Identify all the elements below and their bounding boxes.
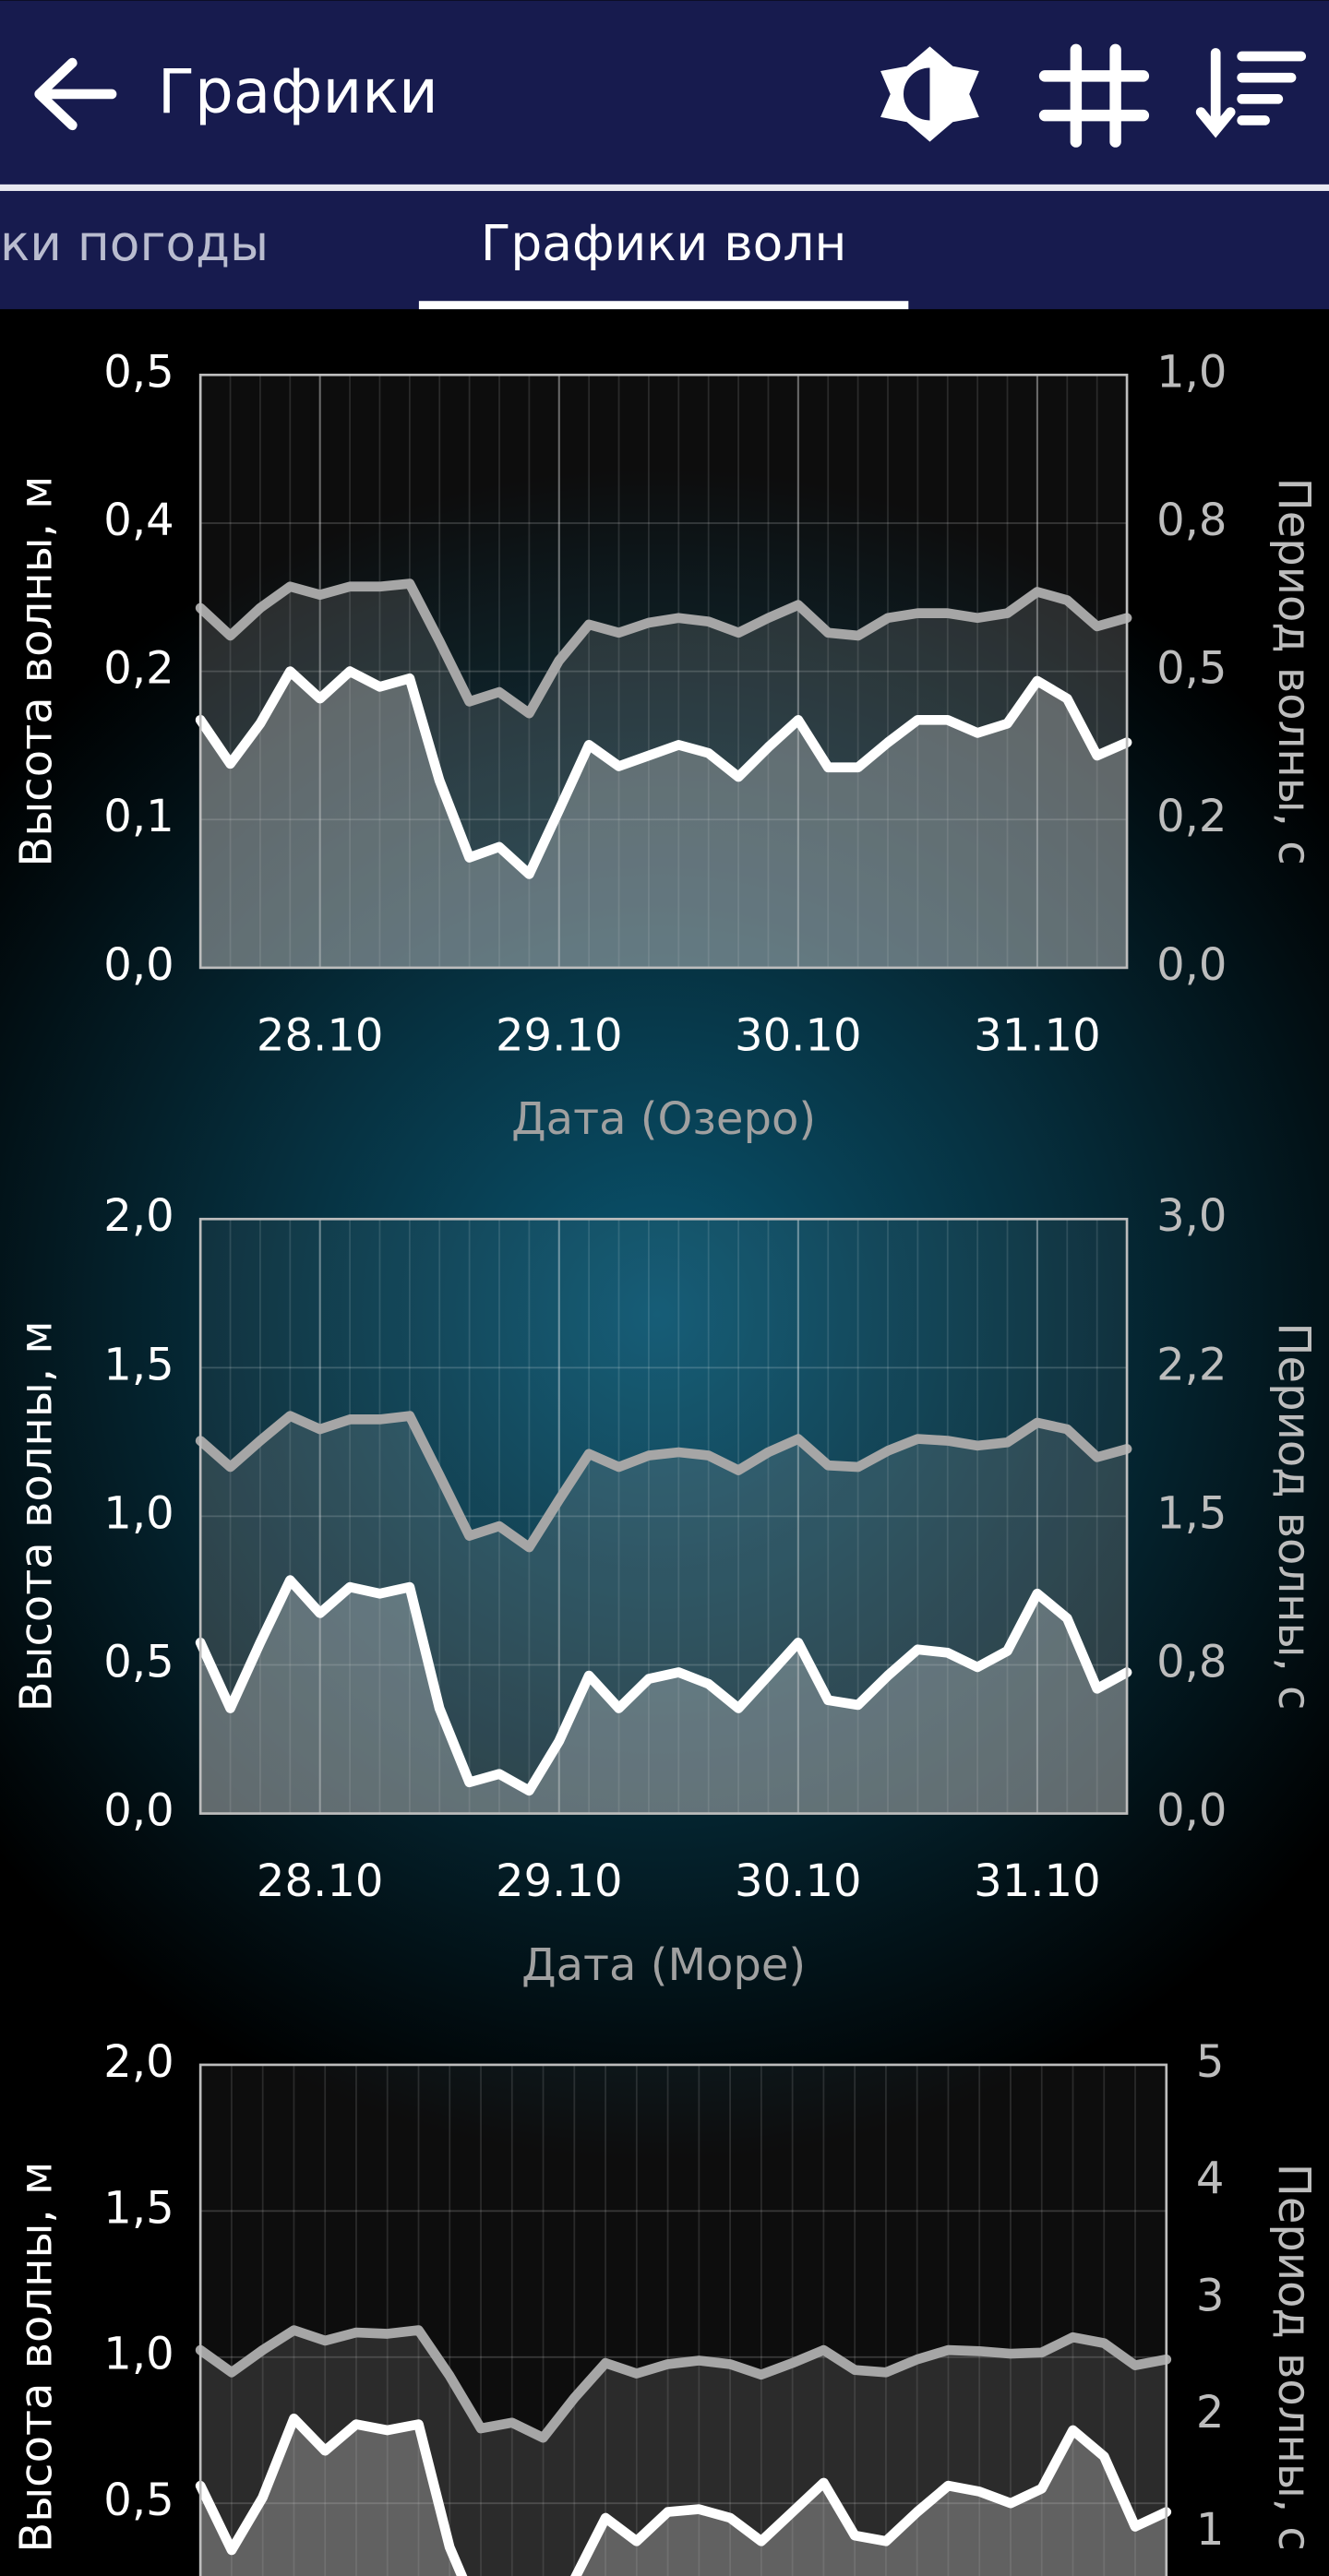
theme-icon-half bbox=[903, 67, 930, 121]
y-tick-label: 0,5 bbox=[103, 2475, 174, 2526]
x-tick-label: 28.10 bbox=[257, 1855, 384, 1907]
header-title: Графики bbox=[158, 56, 438, 127]
y2-tick-label: 0,5 bbox=[1156, 643, 1227, 695]
y2-axis-label: Период волны, с bbox=[1268, 478, 1320, 865]
y2-tick-label: 1,5 bbox=[1156, 1487, 1227, 1539]
y2-tick-label: 0,8 bbox=[1156, 495, 1227, 546]
y2-tick-label: 1 bbox=[1196, 2504, 1225, 2556]
plot-border bbox=[198, 2063, 1168, 2576]
y2-tick-label: 2,2 bbox=[1156, 1339, 1227, 1390]
x-tick-label: 28.10 bbox=[257, 1009, 384, 1061]
y-axis-label: Высота волны, м bbox=[11, 1320, 63, 1711]
sort-button[interactable] bbox=[1195, 48, 1307, 138]
y2-tick-label: 0,8 bbox=[1156, 1637, 1227, 1688]
y2-tick-label: 3,0 bbox=[1156, 1190, 1227, 1242]
y2-axis-label: Период волны, с bbox=[1268, 2164, 1320, 2551]
area bbox=[200, 583, 1128, 968]
x-tick-label: 29.10 bbox=[496, 1855, 623, 1907]
theme-button[interactable] bbox=[880, 46, 979, 142]
y2-tick-label: 0,2 bbox=[1156, 791, 1227, 842]
area bbox=[200, 1415, 1128, 1814]
y-tick-label: 0,5 bbox=[103, 346, 174, 398]
y-axis-label: Высота волны, м bbox=[11, 2162, 63, 2553]
y-tick-label: 1,0 bbox=[103, 1487, 174, 1539]
y-tick-label: 0,5 bbox=[103, 1637, 174, 1688]
x-tick-label: 31.10 bbox=[974, 1855, 1101, 1907]
x-axis-label: Дата (Море) bbox=[521, 1939, 806, 1991]
plot-border bbox=[198, 1217, 1129, 1815]
x-tick-label: 30.10 bbox=[735, 1855, 862, 1907]
line bbox=[195, 1575, 1132, 1796]
plot-area bbox=[200, 2064, 1167, 2576]
y2-axis-label: Период волны, с bbox=[1268, 1322, 1320, 1710]
area bbox=[200, 1580, 1128, 1814]
y2-tick-label: 1,0 bbox=[1156, 346, 1227, 398]
back-arrow bbox=[34, 57, 117, 131]
y-tick-label: 1,5 bbox=[103, 1339, 174, 1390]
x-tick-label: 30.10 bbox=[735, 1009, 862, 1061]
y2-tick-label: 2 bbox=[1196, 2387, 1225, 2439]
y-tick-label: 2,0 bbox=[103, 1190, 174, 1242]
line bbox=[195, 1411, 1132, 1553]
y-tick-label: 1,5 bbox=[103, 2182, 174, 2234]
tab-indicator bbox=[418, 301, 909, 310]
line bbox=[195, 666, 1132, 879]
y-tick-label: 0,2 bbox=[103, 643, 174, 695]
divider bbox=[0, 184, 1329, 191]
line bbox=[195, 2413, 1172, 2576]
tab[interactable]: ки погоды bbox=[0, 214, 269, 272]
y2-tick-label: 5 bbox=[1196, 2036, 1225, 2088]
x-tick-label: 31.10 bbox=[974, 1009, 1101, 1061]
y-tick-label: 0,1 bbox=[103, 791, 174, 842]
plot-border bbox=[198, 373, 1129, 970]
y2-tick-label: 0,0 bbox=[1156, 939, 1227, 991]
y-tick-label: 1,0 bbox=[103, 2329, 174, 2380]
app-bar bbox=[0, 0, 1329, 310]
y-tick-label: 2,0 bbox=[103, 2036, 174, 2088]
back-button[interactable] bbox=[34, 57, 117, 131]
line bbox=[195, 2325, 1172, 2443]
grid-icon bbox=[1038, 43, 1150, 148]
y2-tick-label: 0,0 bbox=[1156, 1785, 1227, 1837]
y2-tick-label: 4 bbox=[1196, 2153, 1225, 2205]
sort-icon bbox=[1195, 48, 1307, 138]
area bbox=[200, 671, 1128, 968]
y-tick-label: 0,0 bbox=[103, 1785, 174, 1837]
grid-button[interactable] bbox=[1038, 43, 1150, 148]
x-axis-label: Дата (Озеро) bbox=[511, 1093, 816, 1145]
tab-active[interactable]: Графики волн bbox=[481, 214, 846, 272]
x-tick-label: 29.10 bbox=[496, 1009, 623, 1061]
y-axis-label: Высота волны, м bbox=[11, 476, 63, 867]
y-tick-label: 0,0 bbox=[103, 939, 174, 991]
plot-area bbox=[200, 1219, 1128, 1814]
y2-tick-label: 3 bbox=[1196, 2270, 1225, 2321]
y-tick-label: 0,4 bbox=[103, 495, 174, 546]
line bbox=[195, 578, 1132, 719]
